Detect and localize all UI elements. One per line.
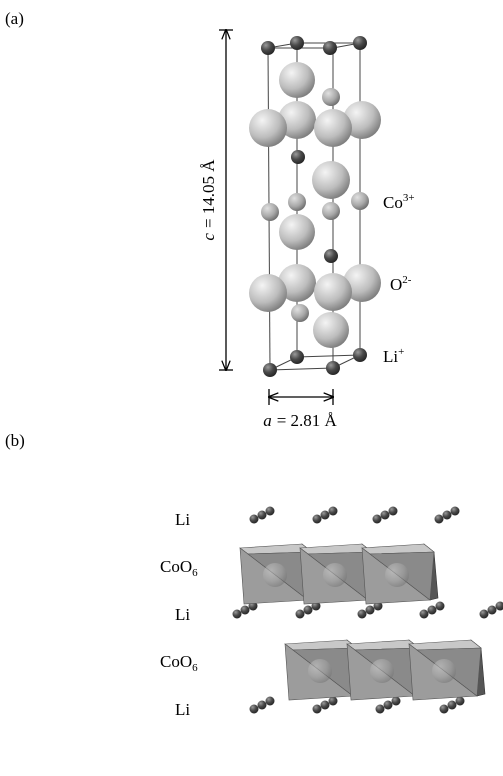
atom xyxy=(290,350,304,364)
li-atom xyxy=(451,507,460,516)
panel-label: (b) xyxy=(5,431,25,450)
atom xyxy=(323,41,337,55)
layer-structure xyxy=(233,507,503,714)
li-atom xyxy=(456,697,465,706)
co-atom xyxy=(323,563,347,587)
atom xyxy=(291,150,305,164)
atom xyxy=(279,214,315,250)
li-atom xyxy=(296,610,305,619)
atom xyxy=(249,109,287,147)
atom xyxy=(353,348,367,362)
li-atom xyxy=(392,697,401,706)
co-atom xyxy=(432,659,456,683)
layer-subscript: 6 xyxy=(192,567,198,579)
a-label: a= 2.81 Å xyxy=(263,411,337,430)
layer-name: Li xyxy=(175,510,190,529)
li-atom xyxy=(376,705,385,714)
li-atom xyxy=(440,705,449,714)
li-atom xyxy=(329,697,338,706)
atom xyxy=(261,41,275,55)
atom xyxy=(290,36,304,50)
li-atom xyxy=(329,507,338,516)
li-atom xyxy=(436,602,445,611)
atom xyxy=(288,193,306,211)
li-atom xyxy=(313,705,322,714)
atom xyxy=(314,273,352,311)
li-atom xyxy=(488,606,497,615)
layer-label: CoO6 xyxy=(160,652,198,674)
layer-label: Li xyxy=(175,605,190,624)
figure: (a) c= 14.05 Å a= 2.81 Å Co3+ O2- Li+ (b… xyxy=(0,0,503,776)
layer-name: CoO xyxy=(160,652,192,671)
li-atom xyxy=(266,697,275,706)
atom xyxy=(322,88,340,106)
layer-subscript: 6 xyxy=(192,662,198,674)
li-atom xyxy=(321,701,330,710)
atom xyxy=(313,312,349,348)
li-atom xyxy=(381,511,390,520)
li-atom xyxy=(266,507,275,516)
co-atom xyxy=(263,563,287,587)
li-atom xyxy=(428,606,437,615)
li-atom xyxy=(313,515,322,524)
atom xyxy=(322,202,340,220)
li-atom xyxy=(241,606,250,615)
li-atom xyxy=(304,606,313,615)
li-atom xyxy=(443,511,452,520)
li-atom xyxy=(250,515,259,524)
li-atom xyxy=(321,511,330,520)
co-atom xyxy=(370,659,394,683)
atom xyxy=(263,363,277,377)
co-atom xyxy=(308,659,332,683)
atom xyxy=(249,274,287,312)
c-label: c= 14.05 Å xyxy=(199,159,218,241)
li-atom xyxy=(389,507,398,516)
layer-label: Li xyxy=(175,700,190,719)
atom xyxy=(279,62,315,98)
li-atom xyxy=(358,610,367,619)
panel-label: (a) xyxy=(5,9,24,28)
li-atom xyxy=(366,606,375,615)
layer-name: Li xyxy=(175,700,190,719)
li-atom xyxy=(496,602,503,611)
layer-name: Li xyxy=(175,605,190,624)
atom xyxy=(353,36,367,50)
li-atom xyxy=(250,705,259,714)
li-atom xyxy=(480,610,489,619)
ion-label: O2- xyxy=(390,274,412,294)
atom xyxy=(326,361,340,375)
layer-label: CoO6 xyxy=(160,557,198,579)
atom xyxy=(291,304,309,322)
li-atom xyxy=(435,515,444,524)
li-atom xyxy=(258,701,267,710)
atom xyxy=(324,249,338,263)
atoms xyxy=(249,36,381,377)
layer-name: CoO xyxy=(160,557,192,576)
li-atom xyxy=(373,515,382,524)
li-atom xyxy=(420,610,429,619)
ion-label: Li+ xyxy=(383,346,404,366)
li-atom xyxy=(448,701,457,710)
li-atom xyxy=(384,701,393,710)
li-atom xyxy=(233,610,242,619)
atom xyxy=(261,203,279,221)
atom xyxy=(314,109,352,147)
atom xyxy=(312,161,350,199)
layer-label: Li xyxy=(175,510,190,529)
li-atom xyxy=(258,511,267,520)
ion-label: Co3+ xyxy=(383,192,415,212)
atom xyxy=(351,192,369,210)
co-atom xyxy=(385,563,409,587)
